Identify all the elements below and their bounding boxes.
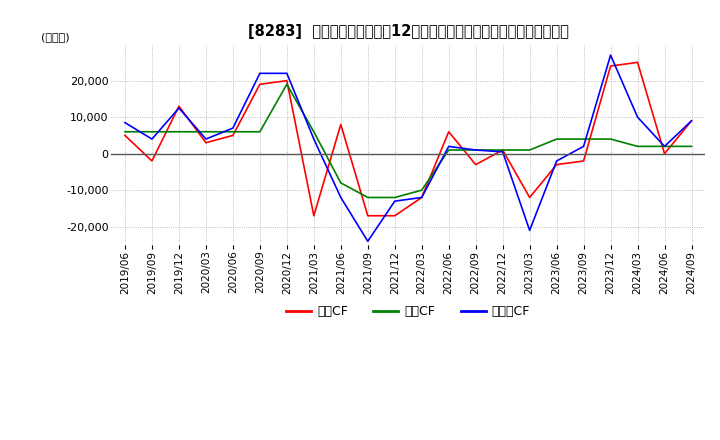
営業CF <box>687 118 696 124</box>
フリーCF <box>148 136 156 142</box>
営業CF <box>444 129 453 134</box>
投資CF <box>336 180 345 186</box>
営業CF <box>228 133 237 138</box>
投資CF <box>175 129 184 134</box>
営業CF <box>552 162 561 167</box>
営業CF <box>660 151 669 156</box>
営業CF <box>364 213 372 218</box>
投資CF <box>552 136 561 142</box>
投資CF <box>526 147 534 153</box>
投資CF <box>282 82 291 87</box>
営業CF <box>336 122 345 127</box>
フリーCF <box>310 136 318 142</box>
Title: [8283]  キャッシュフローの12か月移動合計の対前年同期増減額の推移: [8283] キャッシュフローの12か月移動合計の対前年同期増減額の推移 <box>248 24 569 39</box>
フリーCF <box>228 125 237 131</box>
営業CF <box>418 195 426 200</box>
営業CF <box>256 82 264 87</box>
フリーCF <box>336 195 345 200</box>
投資CF <box>633 144 642 149</box>
フリーCF <box>390 198 399 204</box>
投資CF <box>418 187 426 193</box>
フリーCF <box>444 144 453 149</box>
フリーCF <box>606 52 615 58</box>
Line: 営業CF: 営業CF <box>125 62 691 216</box>
営業CF <box>121 133 130 138</box>
フリーCF <box>498 149 507 154</box>
フリーCF <box>633 114 642 120</box>
投資CF <box>498 147 507 153</box>
営業CF <box>472 162 480 167</box>
投資CF <box>121 129 130 134</box>
Text: (百万円): (百万円) <box>41 32 70 42</box>
営業CF <box>282 78 291 83</box>
投資CF <box>444 147 453 153</box>
投資CF <box>202 129 210 134</box>
フリーCF <box>687 118 696 124</box>
投資CF <box>364 195 372 200</box>
フリーCF <box>175 106 184 111</box>
営業CF <box>580 158 588 164</box>
投資CF <box>606 136 615 142</box>
投資CF <box>580 136 588 142</box>
営業CF <box>175 103 184 109</box>
フリーCF <box>526 228 534 233</box>
営業CF <box>526 195 534 200</box>
Line: フリーCF: フリーCF <box>125 55 691 241</box>
フリーCF <box>418 195 426 200</box>
投資CF <box>148 129 156 134</box>
フリーCF <box>256 71 264 76</box>
フリーCF <box>472 147 480 153</box>
投資CF <box>390 195 399 200</box>
営業CF <box>202 140 210 145</box>
営業CF <box>310 213 318 218</box>
フリーCF <box>660 144 669 149</box>
フリーCF <box>364 238 372 244</box>
Line: 投資CF: 投資CF <box>125 84 691 198</box>
営業CF <box>148 158 156 164</box>
投資CF <box>310 129 318 134</box>
フリーCF <box>580 144 588 149</box>
投資CF <box>687 144 696 149</box>
フリーCF <box>282 71 291 76</box>
Legend: 営業CF, 投資CF, フリーCF: 営業CF, 投資CF, フリーCF <box>282 300 535 323</box>
フリーCF <box>552 158 561 164</box>
営業CF <box>633 60 642 65</box>
営業CF <box>606 63 615 69</box>
フリーCF <box>202 136 210 142</box>
フリーCF <box>121 120 130 125</box>
営業CF <box>390 213 399 218</box>
投資CF <box>228 129 237 134</box>
投資CF <box>256 129 264 134</box>
投資CF <box>472 147 480 153</box>
営業CF <box>498 147 507 153</box>
投資CF <box>660 144 669 149</box>
